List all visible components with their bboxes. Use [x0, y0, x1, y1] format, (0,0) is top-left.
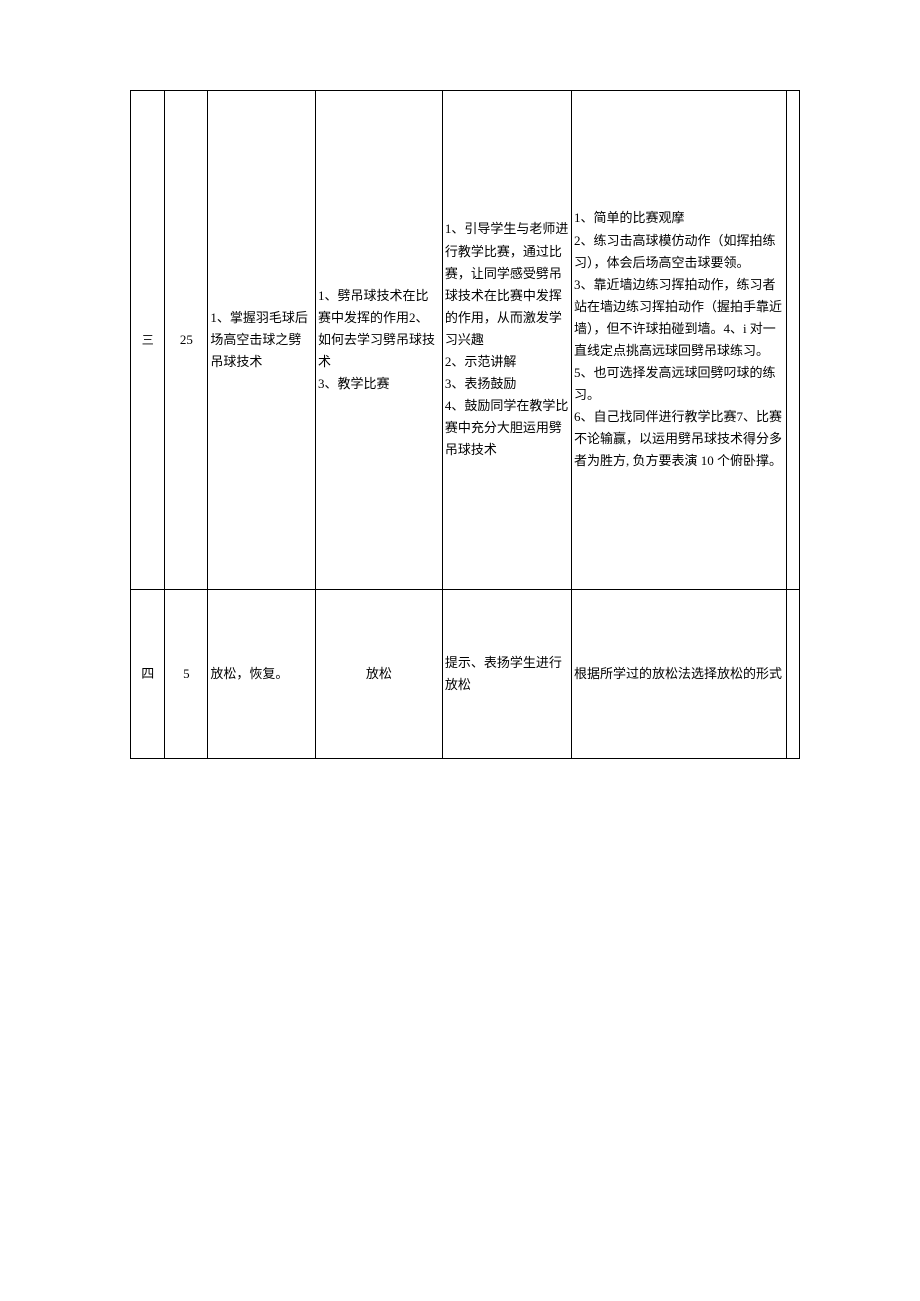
document-page: 三 25 1、掌握羽毛球后场高空击球之劈吊球技术 1、劈吊球技术在比赛中发挥的作…	[0, 0, 920, 759]
phase-cell: 三	[131, 91, 165, 590]
spacer-cell	[787, 91, 800, 590]
phase-cell: 四	[131, 590, 165, 759]
objective-cell: 1、掌握羽毛球后场高空击球之劈吊球技术	[208, 91, 316, 590]
duration-cell: 25	[165, 91, 208, 590]
teacher-activity-cell: 提示、表扬学生进行放松	[442, 590, 571, 759]
spacer-cell	[787, 590, 800, 759]
lesson-plan-table: 三 25 1、掌握羽毛球后场高空击球之劈吊球技术 1、劈吊球技术在比赛中发挥的作…	[130, 90, 800, 759]
student-activity-cell: 根据所学过的放松法选择放松的形式	[571, 590, 786, 759]
table-row: 四 5 放松，恢复。 放松 提示、表扬学生进行放松 根据所学过的放松法选择放松的…	[131, 590, 800, 759]
phase-marker: 三	[142, 335, 154, 346]
teacher-activity-cell: 1、引导学生与老师进行教学比赛，通过比赛，让同学感受劈吊球技术在比赛中发挥的作用…	[442, 91, 571, 590]
student-activity-cell: 1、简单的比赛观摩2、练习击高球模仿动作（如挥拍练习），体会后场高空击球要领。3…	[571, 91, 786, 590]
duration-cell: 5	[165, 590, 208, 759]
content-cell: 放松	[315, 590, 442, 759]
objective-cell: 放松，恢复。	[208, 590, 316, 759]
table-row: 三 25 1、掌握羽毛球后场高空击球之劈吊球技术 1、劈吊球技术在比赛中发挥的作…	[131, 91, 800, 590]
content-cell: 1、劈吊球技术在比赛中发挥的作用2、如何去学习劈吊球技术3、教学比赛	[315, 91, 442, 590]
